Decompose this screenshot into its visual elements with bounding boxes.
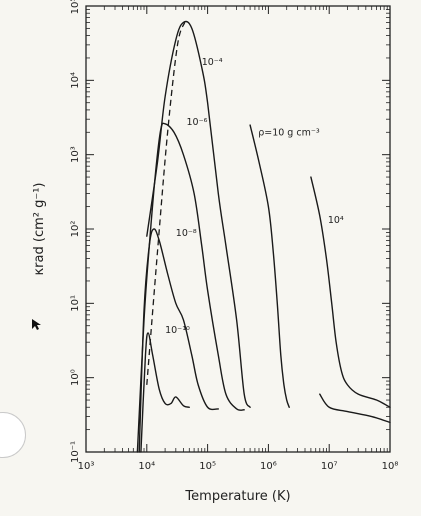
x-axis-label: Temperature (K) [184, 489, 290, 504]
y-tick-label: 10² [70, 221, 81, 238]
y-tick-labels: 10⁻¹ 10⁰ 10¹ 10² 10³ 10⁴ 10⁵ [70, 0, 81, 463]
x-tick-label: 10⁷ [321, 461, 338, 472]
series-lines [136, 20, 391, 453]
x-tick-labels: 10³ 10⁴ 10⁵ 10⁶ 10⁷ 10⁸ [78, 461, 399, 472]
series-line-1 [136, 122, 245, 453]
series-label-0: 10⁻⁴ [202, 57, 223, 68]
series-line-0 [146, 20, 251, 408]
mouse-pointer-icon [32, 319, 41, 330]
dashed-line-0 [146, 22, 186, 385]
series-label-3: 10⁻¹⁰ [165, 325, 190, 336]
x-tick-label: 10³ [78, 461, 95, 472]
series-labels: 10⁻⁴ 10⁻⁶ 10⁻⁸ 10⁻¹⁰ ρ=10 g cm⁻³ 10⁴ [165, 57, 344, 336]
x-tick-label: 10⁴ [138, 461, 155, 472]
x-tick-label: 10⁶ [260, 461, 277, 472]
series-line-4 [249, 124, 290, 408]
y-tick-label: 10⁻¹ [70, 441, 81, 463]
major-ticks [85, 5, 391, 453]
series-line-6 [319, 393, 391, 424]
series-line-5 [310, 176, 391, 408]
minor-ticks [86, 6, 390, 452]
series-line-2 [138, 228, 220, 453]
series-line-3 [140, 332, 190, 453]
y-tick-label: 10⁰ [70, 369, 81, 386]
y-tick-label: 10¹ [70, 295, 81, 312]
x-tick-label: 10⁸ [382, 461, 399, 472]
plot-frame [85, 5, 391, 453]
series-label-4: ρ=10 g cm⁻³ [258, 128, 320, 139]
series-label-5: 10⁴ [328, 215, 344, 226]
series-label-2: 10⁻⁸ [176, 228, 197, 239]
series-label-1: 10⁻⁶ [187, 117, 208, 128]
y-tick-label: 10⁴ [70, 72, 81, 89]
y-tick-label: 10⁵ [70, 0, 81, 14]
y-axis-label: κrad (cm² g⁻¹) [32, 183, 47, 276]
y-tick-label: 10³ [70, 146, 81, 163]
x-tick-label: 10⁵ [199, 461, 216, 472]
